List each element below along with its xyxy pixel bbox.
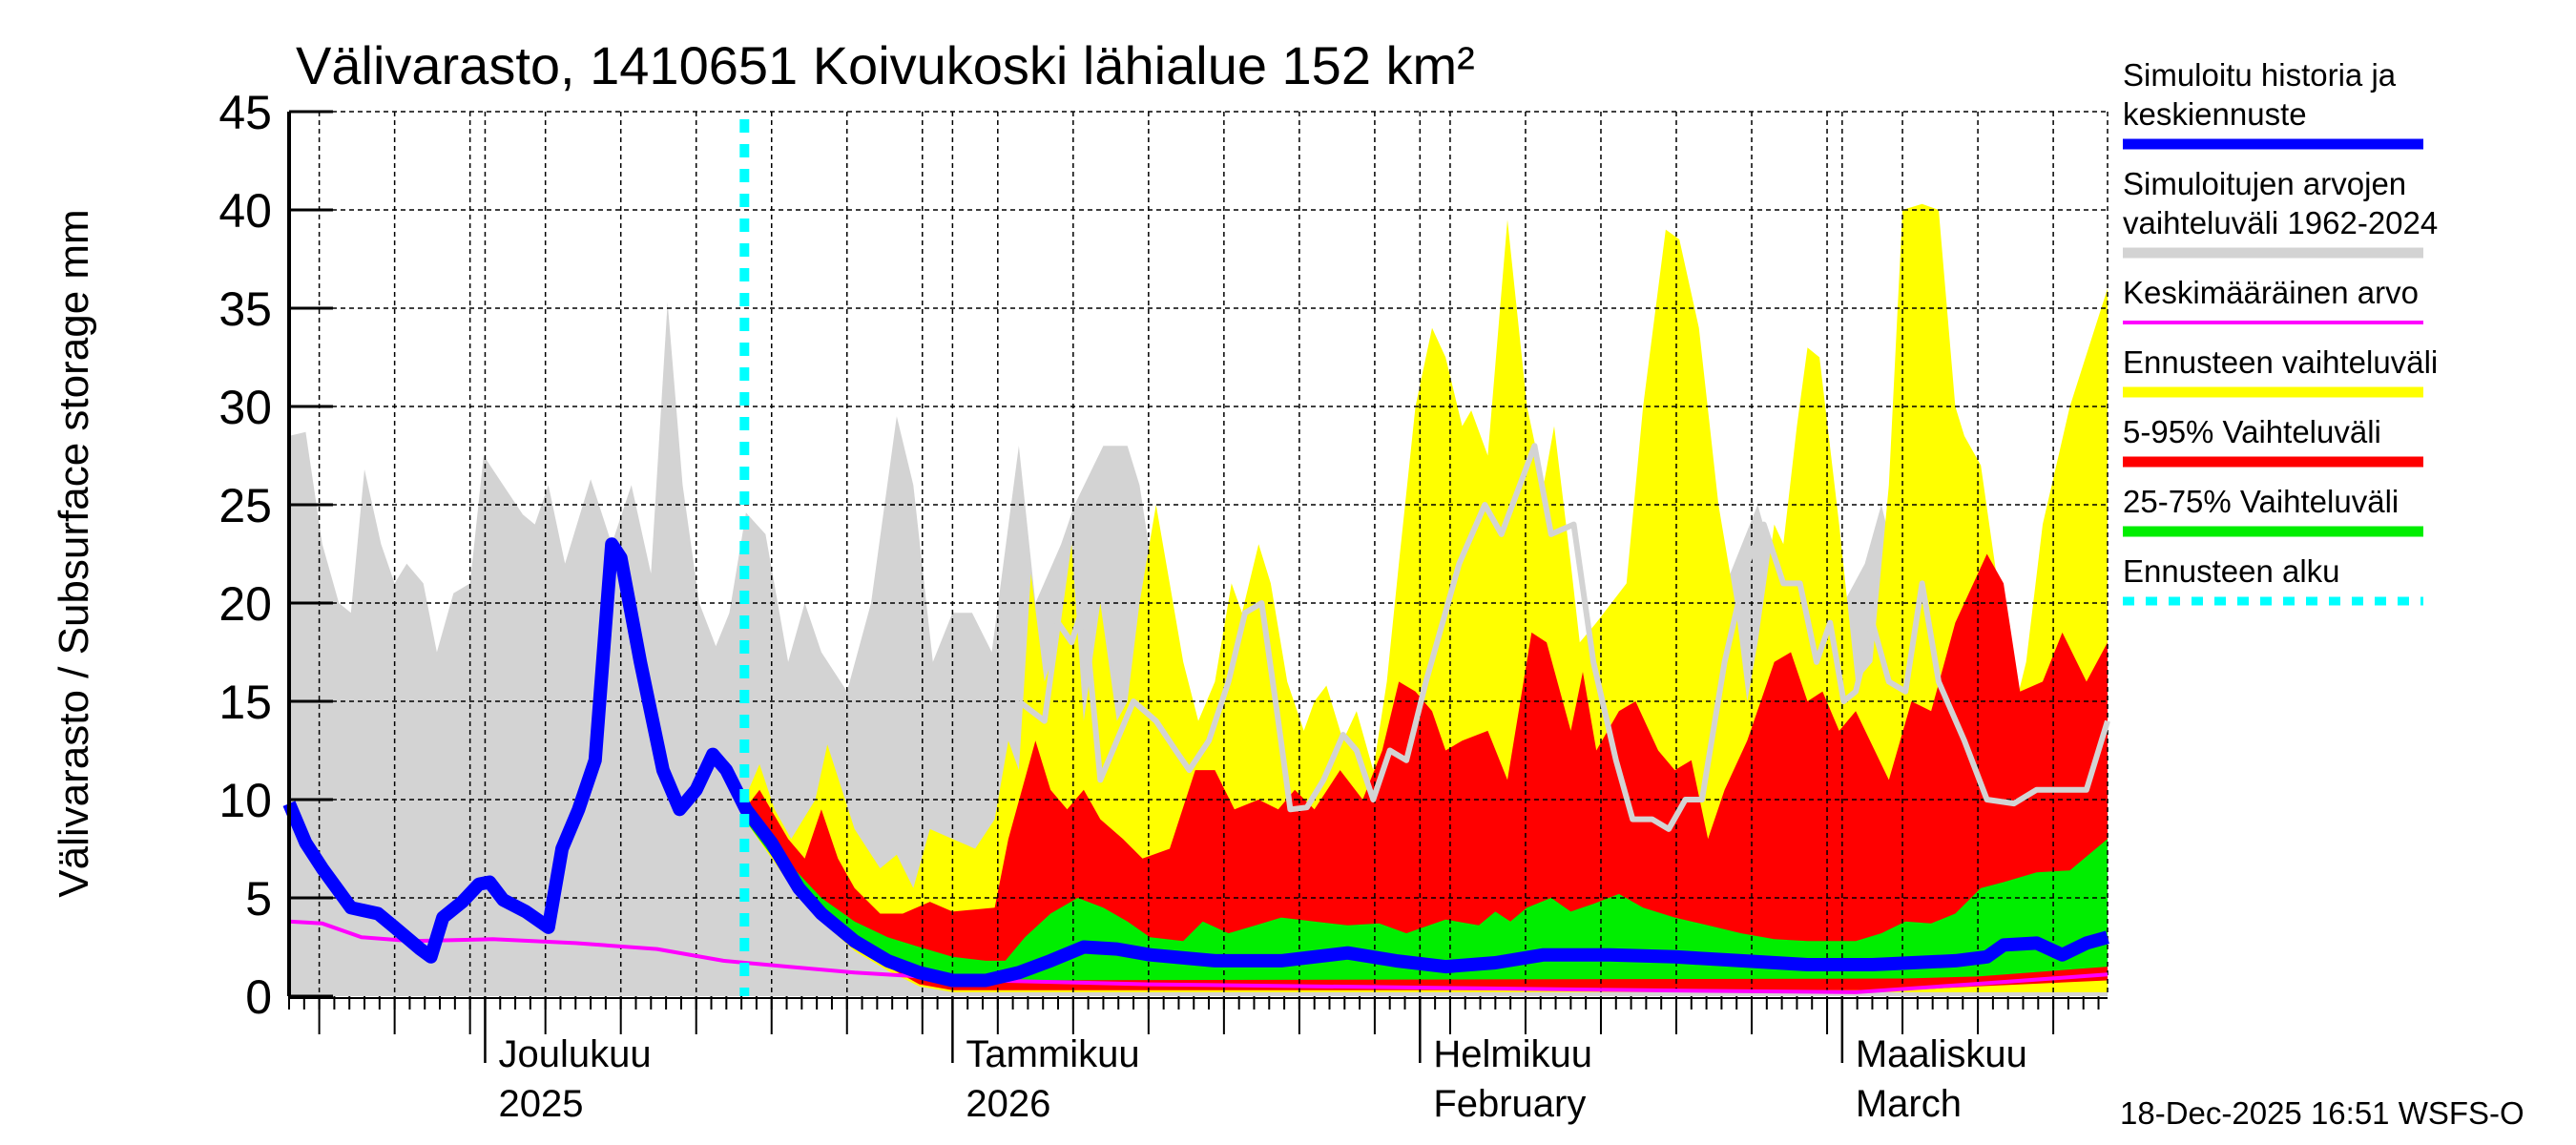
legend-label: 5-95% Vaihteluväli xyxy=(2123,414,2381,449)
y-tick-label: 30 xyxy=(218,381,272,434)
y-tick-label: 20 xyxy=(218,577,272,631)
month-sublabel: 2026 xyxy=(966,1083,1050,1125)
month-sublabel: 2025 xyxy=(498,1083,583,1125)
y-axis-label: Välivarasto / Subsurface storage mm xyxy=(51,209,97,897)
gray-comparison-line xyxy=(1017,443,2110,832)
legend-label: Simuloitu historia ja xyxy=(2123,57,2397,93)
p5-95-area xyxy=(744,553,2108,990)
month-label: Tammikuu xyxy=(966,1033,1139,1075)
y-tick-label: 0 xyxy=(245,970,272,1024)
y-tick-label: 45 xyxy=(218,86,272,139)
month-label: Maaliskuu xyxy=(1856,1033,2027,1075)
chart-title: Välivarasto, 1410651 Koivukoski lähialue… xyxy=(296,35,1475,95)
axes: 051015202530354045Joulukuu2025Tammikuu20… xyxy=(218,86,2108,1125)
month-sublabel: March xyxy=(1856,1083,1962,1125)
legend-label: keskiennuste xyxy=(2123,96,2307,132)
plot-lines xyxy=(282,119,2110,996)
month-sublabel: February xyxy=(1433,1083,1586,1125)
y-tick-label: 35 xyxy=(218,282,272,336)
legend-label: Ennusteen vaihteluväli xyxy=(2123,344,2438,380)
y-tick-label: 5 xyxy=(245,872,272,926)
y-tick-label: 25 xyxy=(218,479,272,532)
median-line xyxy=(282,537,2109,988)
y-tick-label: 10 xyxy=(218,774,272,827)
legend-label: vaihteluväli 1962-2024 xyxy=(2123,205,2438,240)
month-label: Joulukuu xyxy=(498,1033,651,1075)
legend-label: Simuloitujen arvojen xyxy=(2123,166,2406,201)
legend-label: Ennusteen alku xyxy=(2123,553,2340,589)
month-label: Helmikuu xyxy=(1433,1033,1592,1075)
legend-label: 25-75% Vaihteluväli xyxy=(2123,484,2399,519)
legend-label: Keskimääräinen arvo xyxy=(2123,275,2419,310)
y-tick-label: 40 xyxy=(218,184,272,238)
timestamp: 18-Dec-2025 16:51 WSFS-O xyxy=(2120,1095,2524,1131)
y-tick-label: 15 xyxy=(218,676,272,729)
